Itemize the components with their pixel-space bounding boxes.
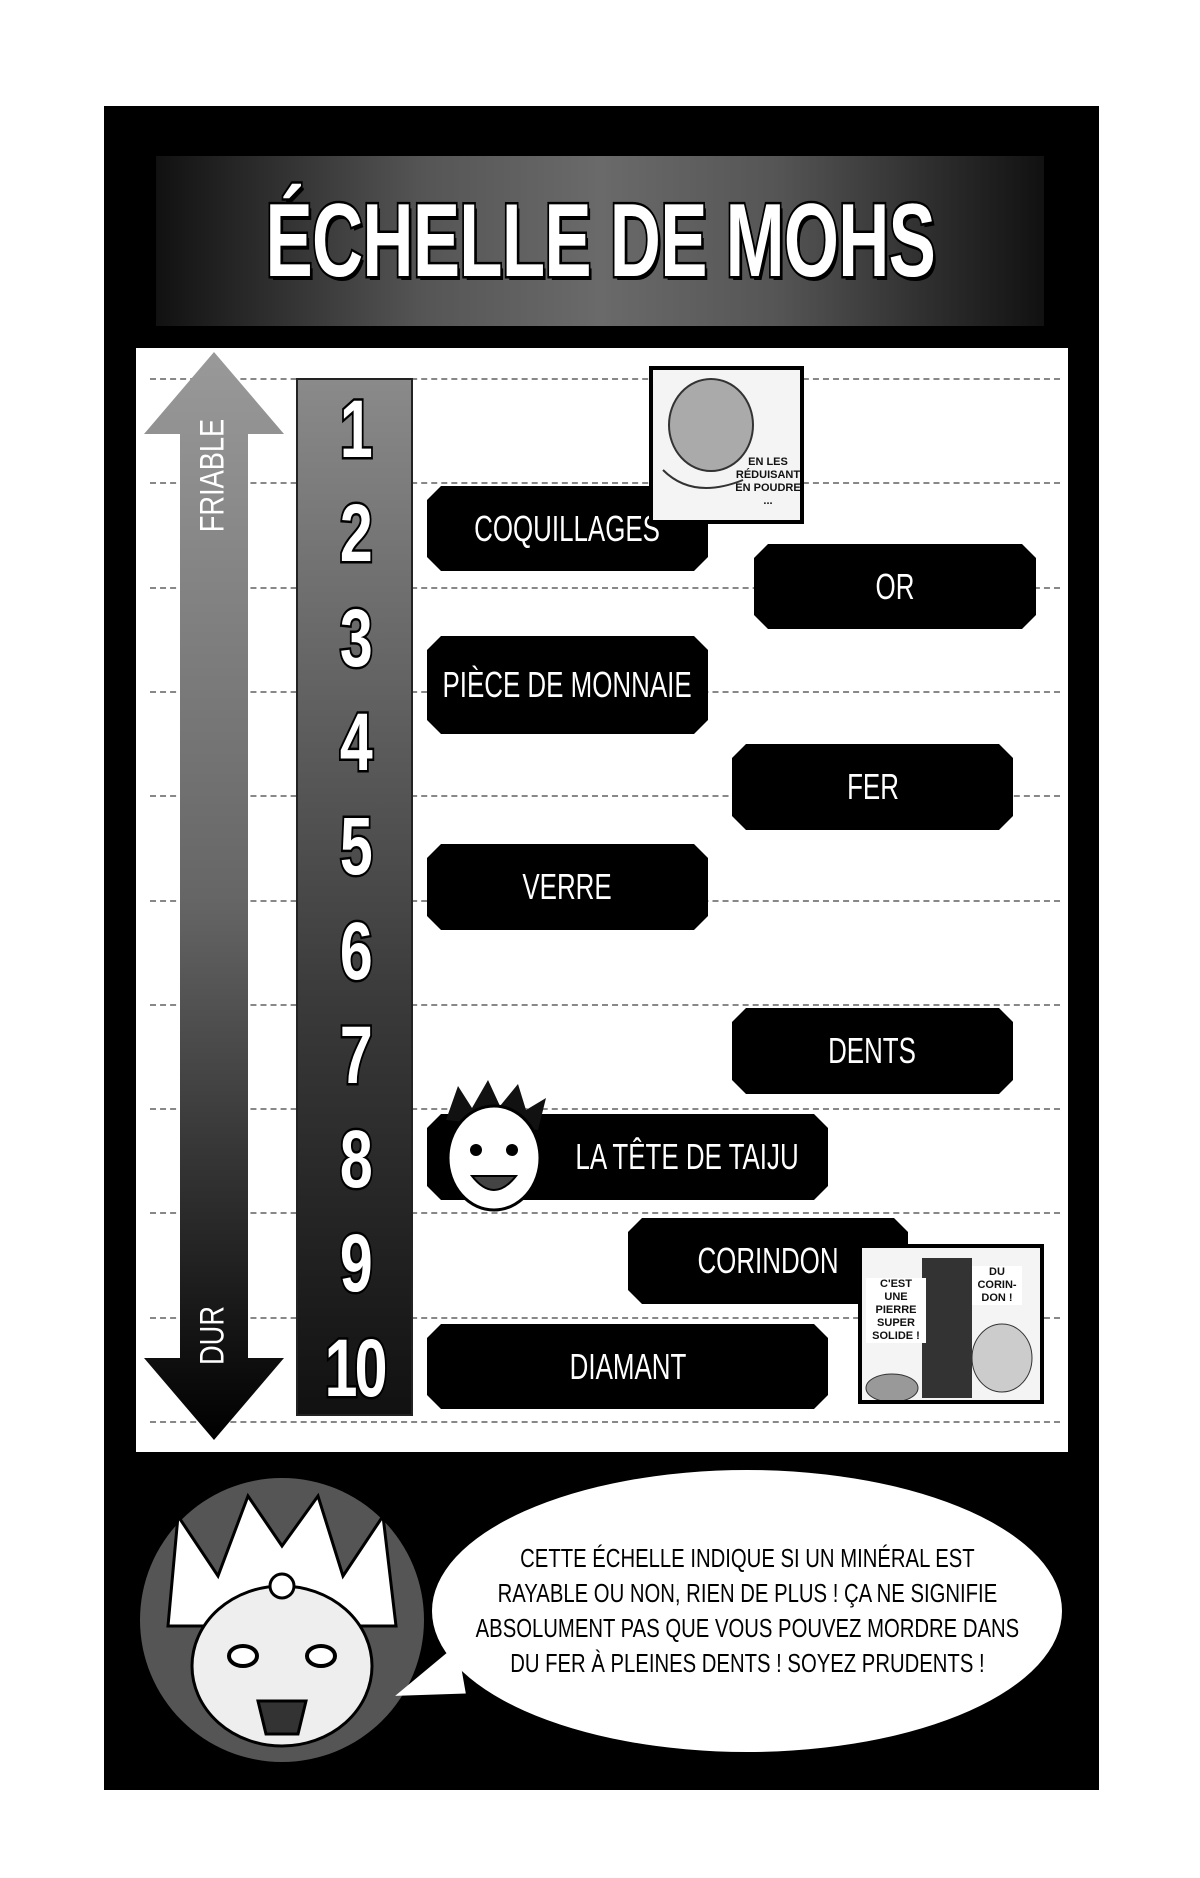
speech-text: CETTE ÉCHELLE INDIQUE SI UN MINÉRAL EST R… — [475, 1543, 1019, 1678]
page-title: ÉCHELLE DE MOHS — [264, 180, 938, 301]
hardness-number: 10 — [323, 1320, 389, 1416]
hardness-arrow-icon — [144, 352, 284, 1440]
number-column — [296, 378, 413, 1416]
mineral-label: FER — [732, 744, 1013, 830]
dashed-row-line — [150, 378, 1060, 380]
hardness-number: 3 — [338, 590, 374, 686]
hardness-number: 7 — [338, 1007, 374, 1103]
mineral-label: PIÈCE DE MONNAIE — [427, 636, 708, 734]
shells-caption: EN LES RÉDUISANT EN POUDRE... — [735, 456, 801, 507]
speech-bubble: CETTE ÉCHELLE INDIQUE SI UN MINÉRAL EST R… — [432, 1470, 1062, 1752]
dashed-row-line — [150, 1421, 1060, 1423]
mineral-label: DIAMANT — [427, 1324, 828, 1409]
hardness-number: 2 — [338, 486, 374, 582]
dashed-row-line — [150, 586, 1060, 589]
hardness-number: 5 — [338, 799, 374, 895]
hardness-number: 6 — [338, 903, 374, 999]
hardness-number: 8 — [338, 1112, 374, 1208]
corundum-bubble-left: C'EST UNE PIERRE SUPER SOLIDE ! — [866, 1278, 926, 1343]
dashed-row-line — [150, 795, 1060, 798]
senku-face-icon — [140, 1478, 424, 1762]
taiju-face-icon — [446, 1080, 546, 1212]
dashed-row-line — [150, 1108, 1060, 1111]
dashed-row-line — [150, 482, 1060, 485]
title-band: ÉCHELLE DE MOHS — [156, 156, 1044, 326]
hardness-number: 1 — [338, 382, 374, 478]
hardness-number: 4 — [338, 694, 374, 790]
dur-label: DUR — [193, 1305, 232, 1365]
hardness-number: 9 — [338, 1216, 374, 1312]
corundum-comic-panel: C'EST UNE PIERRE SUPER SOLIDE ! DU CORIN- DON… — [858, 1244, 1044, 1404]
dashed-row-line — [150, 1316, 1060, 1319]
mineral-label: DENTS — [732, 1008, 1013, 1094]
mineral-label: COQUILLAGES — [427, 486, 708, 571]
corundum-bubble-right: DU CORIN- DON ! — [972, 1266, 1022, 1305]
characters-drawing-icon — [865, 1258, 1033, 1400]
dashed-row-line — [150, 1212, 1060, 1215]
dashed-row-line — [150, 1003, 1060, 1006]
mineral-label: VERRE — [427, 844, 708, 930]
mineral-label: OR — [754, 544, 1036, 629]
friable-label: FRIABLE — [193, 418, 232, 532]
shell-drawing-icon — [662, 378, 754, 489]
shells-comic-panel: EN LES RÉDUISANT EN POUDRE... — [649, 366, 804, 524]
